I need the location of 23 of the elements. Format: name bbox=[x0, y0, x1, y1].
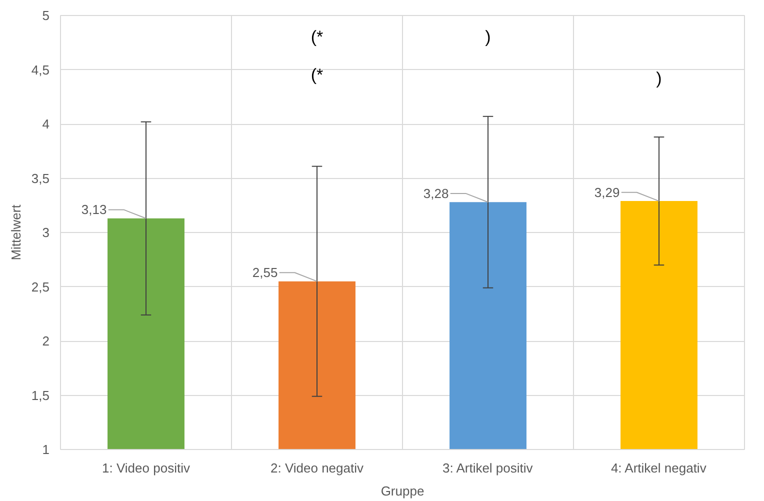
annotation: ) bbox=[656, 68, 662, 88]
y-tick-label: 2,5 bbox=[31, 279, 50, 294]
x-tick-label: 3: Artikel positiv bbox=[442, 460, 534, 476]
y-tick-label: 3,5 bbox=[31, 170, 50, 186]
y-tick-label: 2 bbox=[42, 334, 50, 348]
data-label: 3,13 bbox=[81, 202, 107, 218]
x-tick-label: 2: Video negativ bbox=[270, 460, 364, 476]
y-tick-label: 1,5 bbox=[31, 388, 50, 403]
data-label: 3,28 bbox=[423, 186, 449, 201]
y-tick-label: 4 bbox=[42, 116, 50, 132]
y-tick-label: 3 bbox=[42, 225, 50, 240]
annotation: (* bbox=[310, 28, 324, 47]
data-label: 2,55 bbox=[252, 265, 278, 280]
data-label: 3,29 bbox=[594, 184, 620, 200]
annotation: (* bbox=[310, 66, 324, 85]
x-tick-label: 4: Artikel negativ bbox=[610, 460, 707, 476]
y-tick-label: 5 bbox=[42, 8, 50, 23]
y-tick-label: 4,5 bbox=[31, 62, 50, 78]
annotation: ) bbox=[485, 28, 491, 47]
y-tick-label: 1 bbox=[42, 442, 50, 457]
x-axis-title: Gruppe bbox=[380, 484, 424, 498]
y-axis-title: Mittelwert bbox=[8, 204, 24, 260]
x-tick-label: 1: Video positiv bbox=[102, 460, 190, 476]
